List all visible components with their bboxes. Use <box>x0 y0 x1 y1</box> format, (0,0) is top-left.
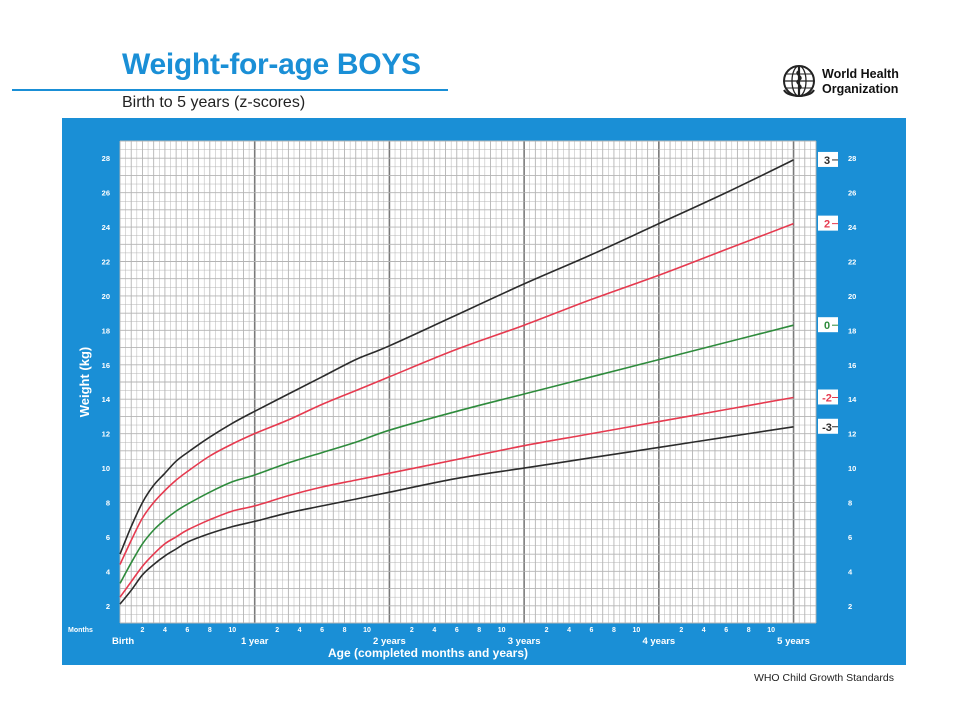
y-tick-label-right: 4 <box>848 567 853 576</box>
series-label: 2 <box>824 219 830 231</box>
y-tick-label-left: 12 <box>102 430 110 439</box>
y-tick-label-left: 14 <box>102 395 111 404</box>
month-tick-label: 8 <box>612 627 616 634</box>
title-underline <box>12 89 448 91</box>
y-tick-label-right: 6 <box>848 533 852 542</box>
z-score-curve--2 <box>119 396 794 598</box>
month-tick-label: 10 <box>498 627 506 634</box>
series-label: -3 <box>822 422 832 434</box>
y-tick-label-right: 14 <box>848 395 857 404</box>
series-label: 0 <box>824 320 830 332</box>
month-tick-label: 8 <box>208 627 212 634</box>
x-tick-label: 4 years <box>642 636 675 647</box>
month-tick-label: 6 <box>185 627 189 634</box>
month-tick-label: 6 <box>724 627 728 634</box>
y-tick-label-left: 10 <box>102 464 110 473</box>
chart-title: Weight-for-age BOYS <box>122 48 421 81</box>
y-tick-label-left: 18 <box>102 326 110 335</box>
chart-panel: 3 2 0 -2 -3 2 2 4 4 6 6 8 8 10 10 12 12 14 14 16 16 18 18 20 20… <box>62 118 906 665</box>
series-label-box <box>818 215 838 231</box>
who-name: World Health Organization <box>822 67 904 97</box>
month-tick-label: 4 <box>432 627 436 634</box>
y-tick-label-left: 16 <box>102 361 110 370</box>
y-tick-label-left: 20 <box>102 292 110 301</box>
who-name-line-1: World Health <box>822 67 899 81</box>
x-tick-label: 5 years <box>777 636 810 647</box>
grid-lines <box>119 140 817 624</box>
month-tick-label: 2 <box>275 627 279 634</box>
y-tick-label-left: 2 <box>106 602 110 611</box>
month-tick-label: 10 <box>228 627 236 634</box>
month-tick-label: 10 <box>767 627 775 634</box>
month-tick-label: 2 <box>545 627 549 634</box>
x-tick-label: 1 year <box>241 636 269 647</box>
x-axis-title: Age (completed months and years) <box>328 646 528 660</box>
y-tick-label-right: 8 <box>848 499 852 508</box>
month-tick-label: 2 <box>140 627 144 634</box>
series-label-box <box>818 418 838 434</box>
month-tick-label: 8 <box>747 627 751 634</box>
y-tick-label-right: 22 <box>848 258 856 267</box>
y-tick-label-right: 2 <box>848 602 852 611</box>
y-tick-label-right: 20 <box>848 292 856 301</box>
month-tick-label: 4 <box>163 627 167 634</box>
month-tick-label: 6 <box>455 627 459 634</box>
month-tick-label: 6 <box>590 627 594 634</box>
y-tick-label-left: 22 <box>102 258 110 267</box>
month-tick-label: 2 <box>410 627 414 634</box>
y-tick-label-left: 6 <box>106 533 110 542</box>
y-tick-label-left: 24 <box>102 223 111 232</box>
y-tick-label-left: 8 <box>106 499 110 508</box>
z-score-curve--3 <box>119 426 794 605</box>
chart-subtitle: Birth to 5 years (z-scores) <box>122 94 306 111</box>
who-emblem-icon <box>783 65 815 97</box>
who-name-line-2: Organization <box>822 82 899 96</box>
series-label: 3 <box>824 155 830 167</box>
z-score-curves: 3 2 0 -2 -3 <box>119 151 838 605</box>
month-tick-label: 4 <box>702 627 706 634</box>
who-logo: World Health Organization <box>780 64 904 102</box>
month-tick-label: 4 <box>298 627 302 634</box>
y-tick-label-right: 10 <box>848 464 856 473</box>
month-tick-label: 6 <box>320 627 324 634</box>
month-tick-label: 2 <box>679 627 683 634</box>
y-tick-label-right: 18 <box>848 326 856 335</box>
y-tick-label-right: 12 <box>848 430 856 439</box>
z-score-curve-3 <box>119 159 794 555</box>
y-tick-label-right: 26 <box>848 189 856 198</box>
footer-credit: WHO Child Growth Standards <box>753 672 894 684</box>
month-tick-label: 10 <box>363 627 371 634</box>
x-tick-label: 2 years <box>373 636 406 647</box>
y-tick-label-left: 28 <box>102 154 110 163</box>
x-tick-label: 3 years <box>508 636 541 647</box>
series-label: -2 <box>822 392 832 404</box>
month-tick-label: 10 <box>632 627 640 634</box>
y-tick-label-right: 28 <box>848 154 856 163</box>
series-label-box <box>818 151 838 167</box>
month-tick-label: 4 <box>567 627 571 634</box>
y-tick-label-right: 24 <box>848 223 857 232</box>
series-label-box <box>818 389 838 405</box>
y-axis-title: Weight (kg) <box>77 347 92 418</box>
series-label-box <box>818 317 838 333</box>
y-tick-label-left: 26 <box>102 189 110 198</box>
z-score-curve-0 <box>119 324 794 584</box>
z-score-curve-2 <box>119 222 794 565</box>
month-tick-label: 8 <box>343 627 347 634</box>
y-tick-label-right: 16 <box>848 361 856 370</box>
x-tick-label: Birth <box>112 636 134 647</box>
month-tick-label: 8 <box>477 627 481 634</box>
months-label: Months <box>68 627 93 634</box>
y-tick-label-left: 4 <box>106 567 111 576</box>
